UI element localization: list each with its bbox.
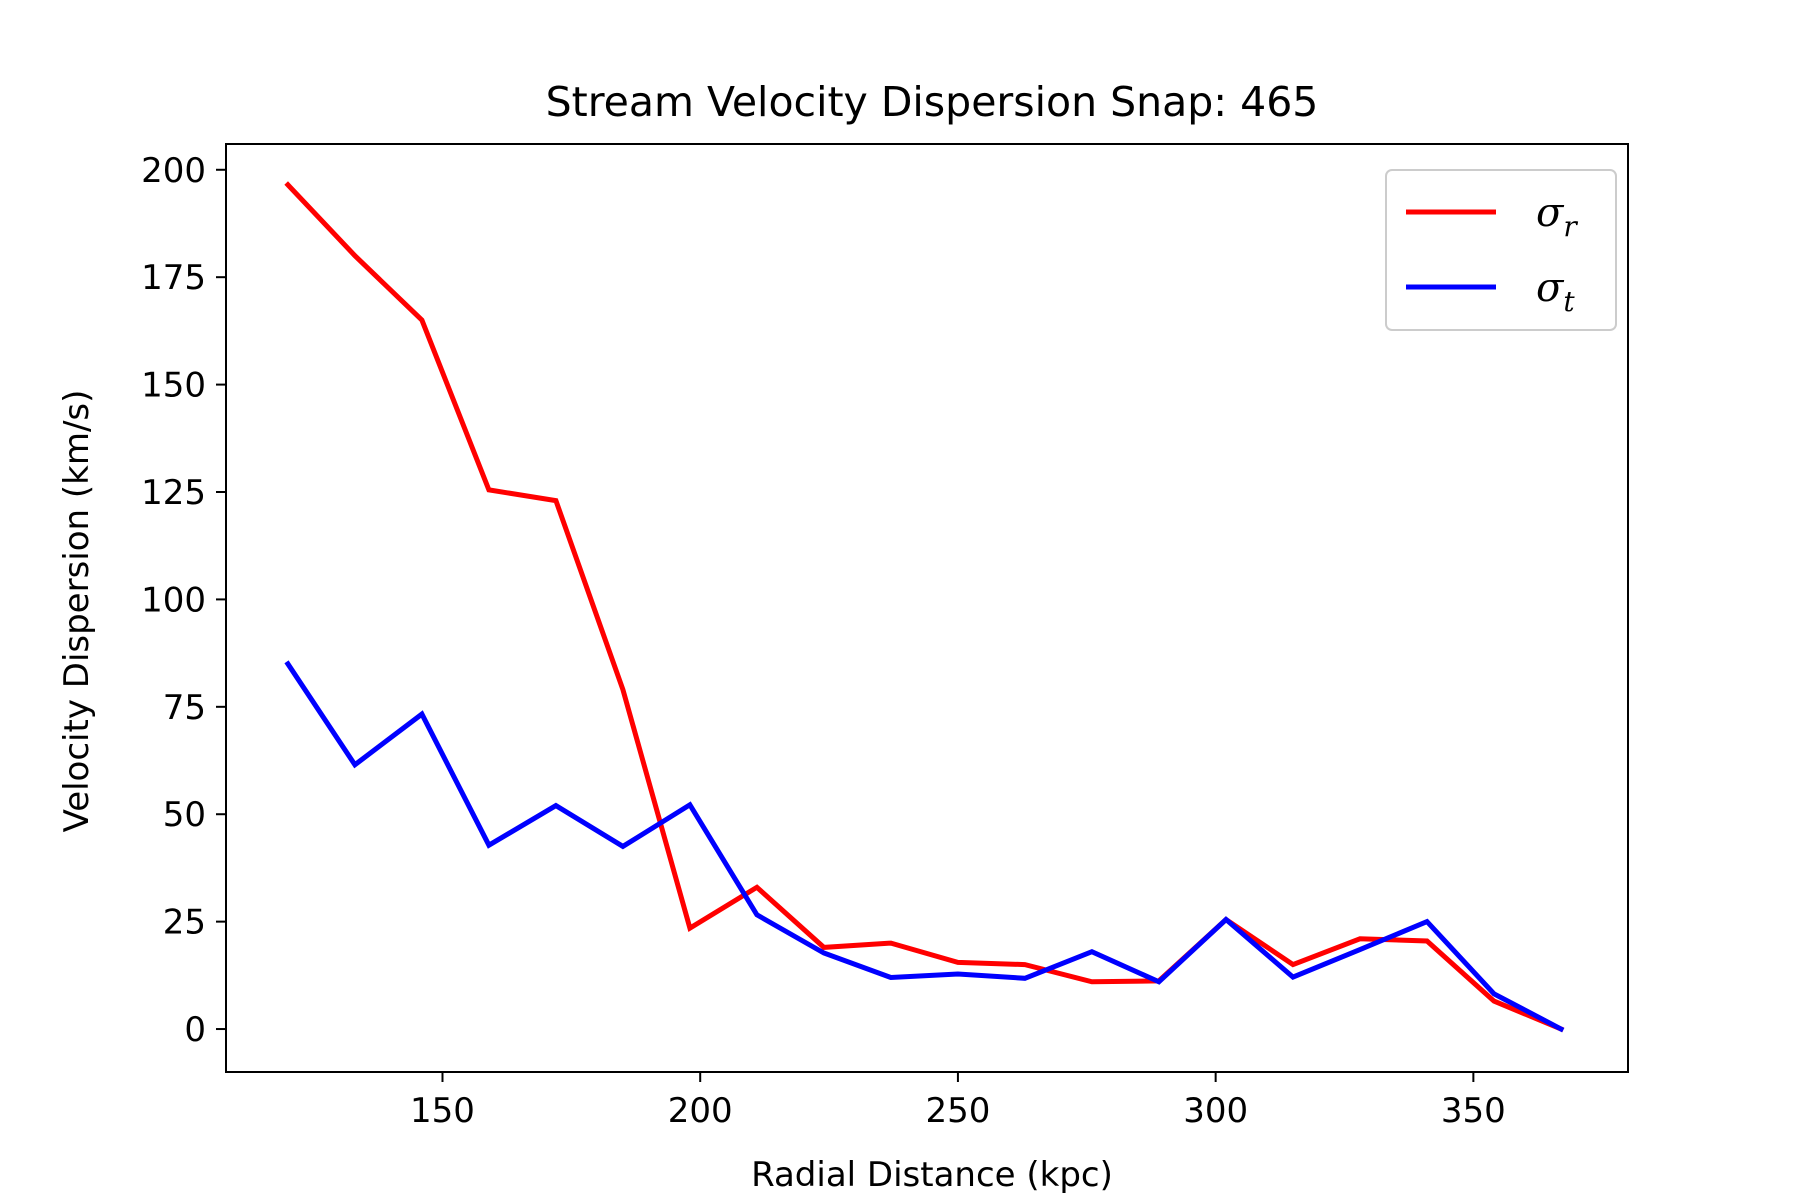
series-line-t [284,660,1565,1033]
y-tick-label: 175 [141,258,206,298]
legend-label-r: σr [1536,190,1578,243]
plot-area [284,181,1565,1033]
y-tick-label: 75 [163,688,206,728]
series-line-r [284,181,1565,1033]
x-tick-label: 200 [668,1091,733,1131]
y-tick-label: 0 [184,1010,206,1050]
axes-frame [225,143,1629,1073]
x-tick-label: 300 [1183,1091,1248,1131]
legend: σr σt [1385,169,1617,331]
y-tick-label: 25 [163,903,206,943]
y-axis-label: Velocity Dispersion (km/s) [57,390,97,833]
chart-title: Stream Velocity Dispersion Snap: 465 [546,78,1319,126]
y-tick-label: 200 [141,151,206,191]
x-tick-label: 250 [925,1091,990,1131]
legend-box [1385,169,1617,331]
y-tick-label: 150 [141,366,206,406]
y-tick-label: 50 [163,795,206,835]
y-tick-label: 125 [141,473,206,513]
x-tick-label: 350 [1441,1091,1506,1131]
x-axis-label: Radial Distance (kpc) [751,1155,1113,1195]
x-tick-label: 150 [410,1091,475,1131]
y-tick-label: 100 [141,580,206,620]
legend-label-t: σt [1536,265,1575,318]
axis-ticks: 150 200 250 300 350 0 25 50 75 100 125 150 175 200 [141,151,1506,1131]
